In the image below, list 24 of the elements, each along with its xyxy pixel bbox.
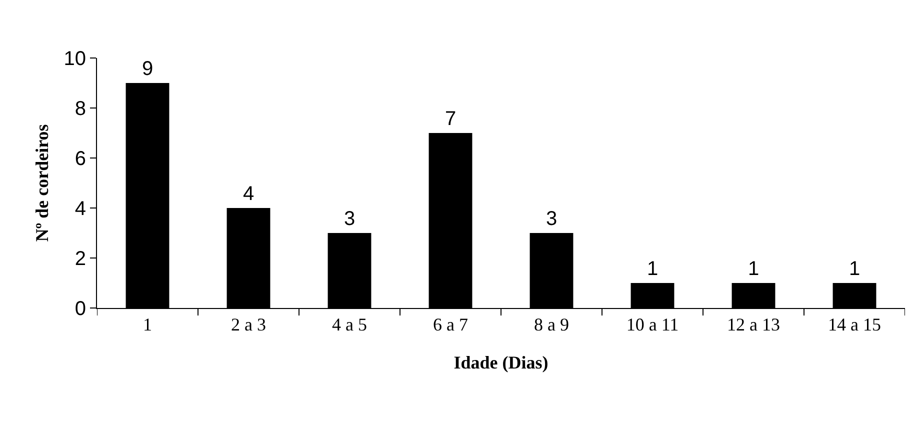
x-tick-label: 4 a 5 [332,314,367,335]
x-tick-label: 8 a 9 [534,314,569,335]
y-tick-label: 4 [74,198,86,220]
y-axis-title: Nº de cordeiros [32,124,52,242]
data-label: 9 [142,58,154,80]
x-tick-label: 10 a 11 [626,314,679,335]
data-label: 1 [748,258,760,280]
x-tick-label: 2 a 3 [231,314,266,335]
x-axis-title: Idade (Dias) [454,352,548,373]
y-tick-label: 2 [74,248,86,270]
data-label: 7 [444,108,456,130]
x-tick-label: 12 a 13 [727,314,780,335]
data-label: 3 [546,208,558,230]
y-tick-label: 0 [74,298,86,320]
data-label: 4 [242,183,254,205]
data-label: 1 [848,258,860,280]
x-tick-label: 1 [143,314,152,335]
x-tick-label: 6 a 7 [433,314,468,335]
y-tick-label: 6 [74,148,86,170]
data-label: 3 [344,208,356,230]
data-label: 1 [646,258,658,280]
x-tick-label: 14 a 15 [828,314,881,335]
y-tick-label: 10 [64,48,86,70]
y-tick-label: 8 [74,98,86,120]
